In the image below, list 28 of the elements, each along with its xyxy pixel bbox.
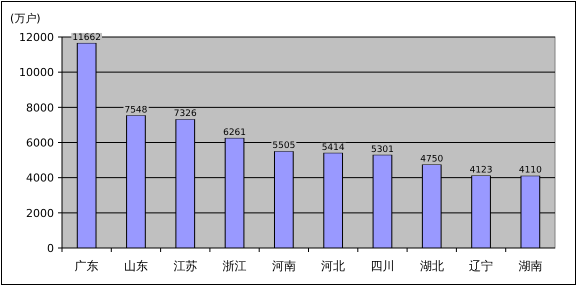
y-tick-label: 10000 — [19, 66, 54, 80]
y-axis-title: (万户) — [10, 12, 41, 25]
x-tick-label: 湖南 — [518, 259, 542, 273]
y-tick-label: 0 — [47, 242, 54, 255]
y-tick-label: 8000 — [26, 101, 54, 114]
x-tick-label: 广东 — [74, 259, 99, 273]
data-label: 7548 — [124, 105, 148, 116]
x-tick-label: 江苏 — [173, 259, 198, 273]
data-label: 4750 — [420, 154, 444, 164]
x-tick-label: 辽宁 — [469, 259, 494, 273]
y-tick-label: 6000 — [26, 136, 54, 150]
x-tick-label: 河北 — [321, 259, 346, 273]
y-tick-label: 2000 — [26, 206, 54, 220]
x-tick-label: 湖北 — [420, 259, 444, 273]
x-tick-label: 四川 — [370, 259, 394, 273]
x-tick-label: 山东 — [124, 259, 148, 273]
data-label: 11662 — [72, 32, 101, 43]
data-label: 5414 — [322, 142, 345, 153]
y-tick-label: 4000 — [26, 172, 54, 185]
x-tick-label: 浙江 — [222, 259, 247, 273]
data-label: 5505 — [272, 141, 296, 152]
data-label: 7326 — [174, 109, 197, 120]
y-tick-label: 12000 — [19, 31, 54, 44]
x-tick-label: 河南 — [272, 259, 296, 273]
data-label: 6261 — [223, 128, 246, 138]
data-label: 4110 — [518, 166, 542, 176]
data-label: 5301 — [370, 144, 394, 155]
data-label: 4123 — [470, 166, 493, 176]
